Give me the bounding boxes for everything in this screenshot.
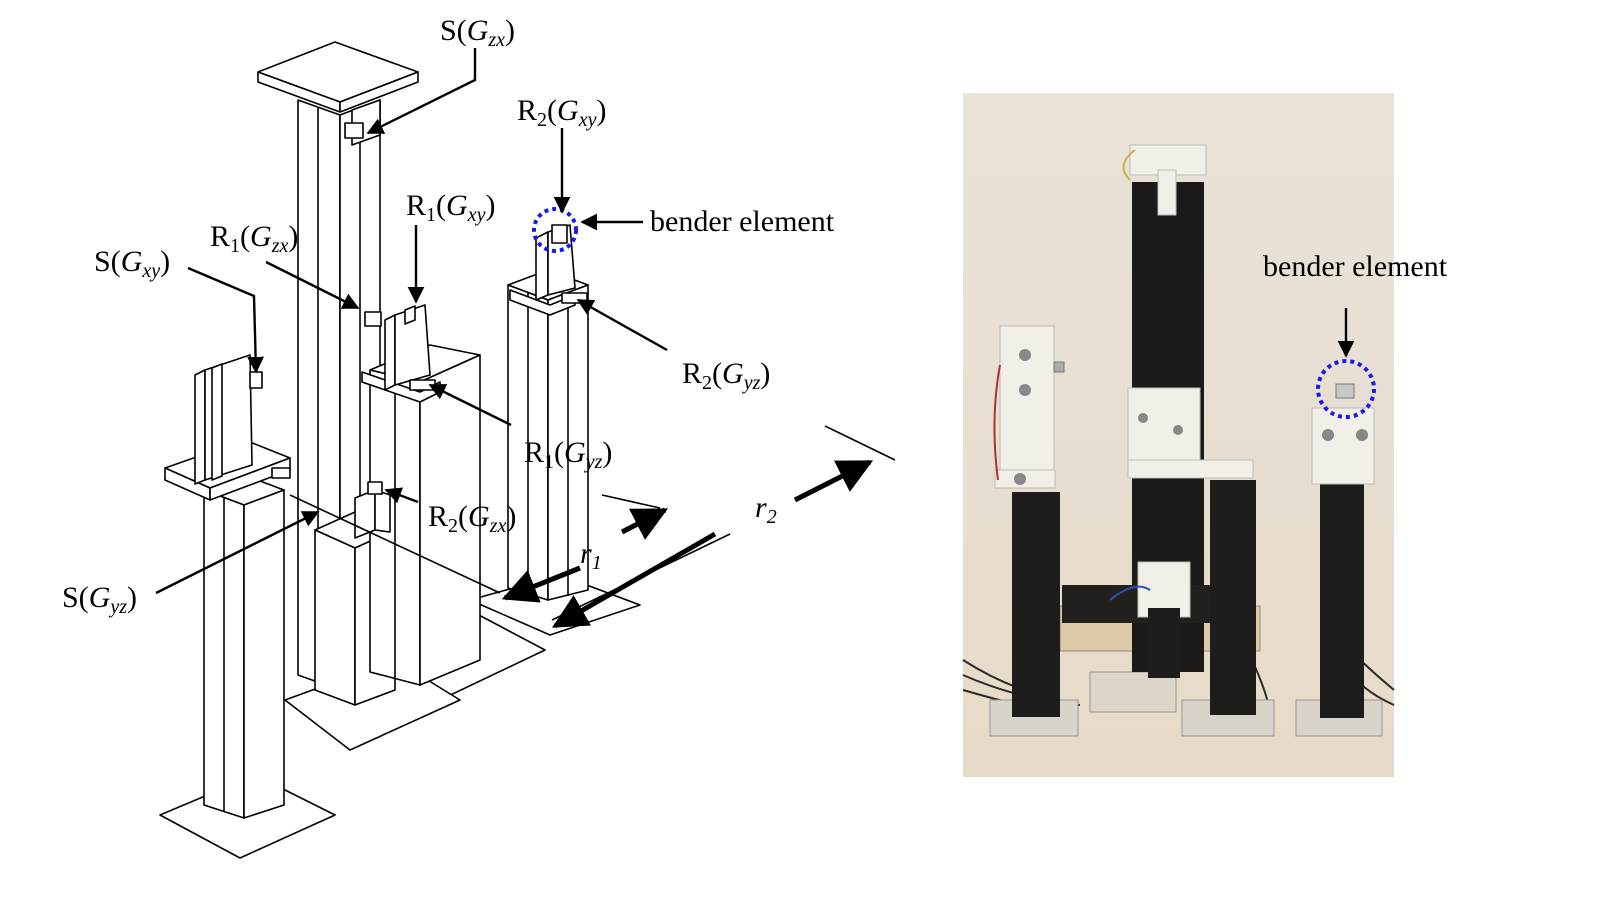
label-r1: r1 xyxy=(580,537,602,574)
label-r1-yz: R1(Gyz) xyxy=(524,436,612,473)
bender-r2-xy xyxy=(551,224,568,244)
label-s-zx: S(Gzx) xyxy=(440,14,515,51)
photo-middle-column xyxy=(1210,480,1256,715)
bender-r2-zx xyxy=(367,481,383,495)
label-r2-zx: R2(Gzx) xyxy=(428,500,516,537)
label-r1-xy: R1(Gxy) xyxy=(406,189,495,226)
isometric-drawing: S(Gzx) R2(Gxy) R1(Gxy) R1(Gzx) S(Gxy) be… xyxy=(62,14,896,859)
photo-bender-element xyxy=(1335,383,1355,399)
label-r2-yz: R2(Gyz) xyxy=(682,357,770,394)
bender-r1-zx xyxy=(364,311,382,327)
front-source-column xyxy=(164,354,291,819)
photo-right-column xyxy=(1320,480,1364,718)
bender-s-yz xyxy=(271,467,291,479)
bender-s-zx xyxy=(344,122,364,139)
receiver-column-r2 xyxy=(507,224,589,601)
distance-arrows xyxy=(289,425,896,629)
label-bender-element-left: bender element xyxy=(650,205,835,238)
photo-center-fixture xyxy=(1127,387,1201,465)
photo-left-column xyxy=(1012,492,1060,717)
setup-photo: bender element xyxy=(962,93,1448,777)
bender-s-xy xyxy=(249,371,263,389)
receiver-column-r1 xyxy=(354,304,481,686)
bender-highlight-circle-right xyxy=(1316,359,1376,419)
label-r1-zx: R1(Gzx) xyxy=(210,220,298,257)
label-r2: r2 xyxy=(755,491,777,528)
leader-arrows xyxy=(155,48,668,595)
photo-base-2 xyxy=(1089,671,1177,713)
bender-r2-yz xyxy=(561,292,588,304)
photo-right-fixture xyxy=(1311,407,1375,485)
label-s-xy: S(Gxy) xyxy=(94,245,170,282)
label-bender-element-right: bender element xyxy=(1263,250,1448,283)
label-s-yz: S(Gyz) xyxy=(62,581,137,618)
photo-left-fixture xyxy=(999,325,1055,477)
label-r2-xy: R2(Gxy) xyxy=(517,94,606,131)
